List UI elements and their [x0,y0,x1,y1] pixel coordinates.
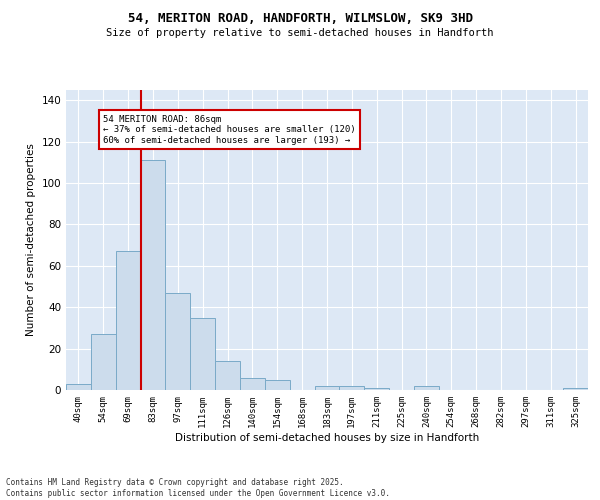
Text: Contains HM Land Registry data © Crown copyright and database right 2025.
Contai: Contains HM Land Registry data © Crown c… [6,478,390,498]
X-axis label: Distribution of semi-detached houses by size in Handforth: Distribution of semi-detached houses by … [175,432,479,442]
Bar [340,386,364,390]
Text: Size of property relative to semi-detached houses in Handforth: Size of property relative to semi-detach… [106,28,494,38]
Bar [240,378,265,390]
Bar [364,388,389,390]
Bar [265,380,290,390]
Bar [66,384,91,390]
Bar [314,386,340,390]
Bar [414,386,439,390]
Text: 54 MERITON ROAD: 86sqm
← 37% of semi-detached houses are smaller (120)
60% of se: 54 MERITON ROAD: 86sqm ← 37% of semi-det… [103,115,356,144]
Bar [91,334,116,390]
Bar [116,252,140,390]
Bar [215,361,240,390]
Text: 54, MERITON ROAD, HANDFORTH, WILMSLOW, SK9 3HD: 54, MERITON ROAD, HANDFORTH, WILMSLOW, S… [128,12,473,26]
Bar [140,160,166,390]
Y-axis label: Number of semi-detached properties: Number of semi-detached properties [26,144,36,336]
Bar [190,318,215,390]
Bar [563,388,588,390]
Bar [166,293,190,390]
